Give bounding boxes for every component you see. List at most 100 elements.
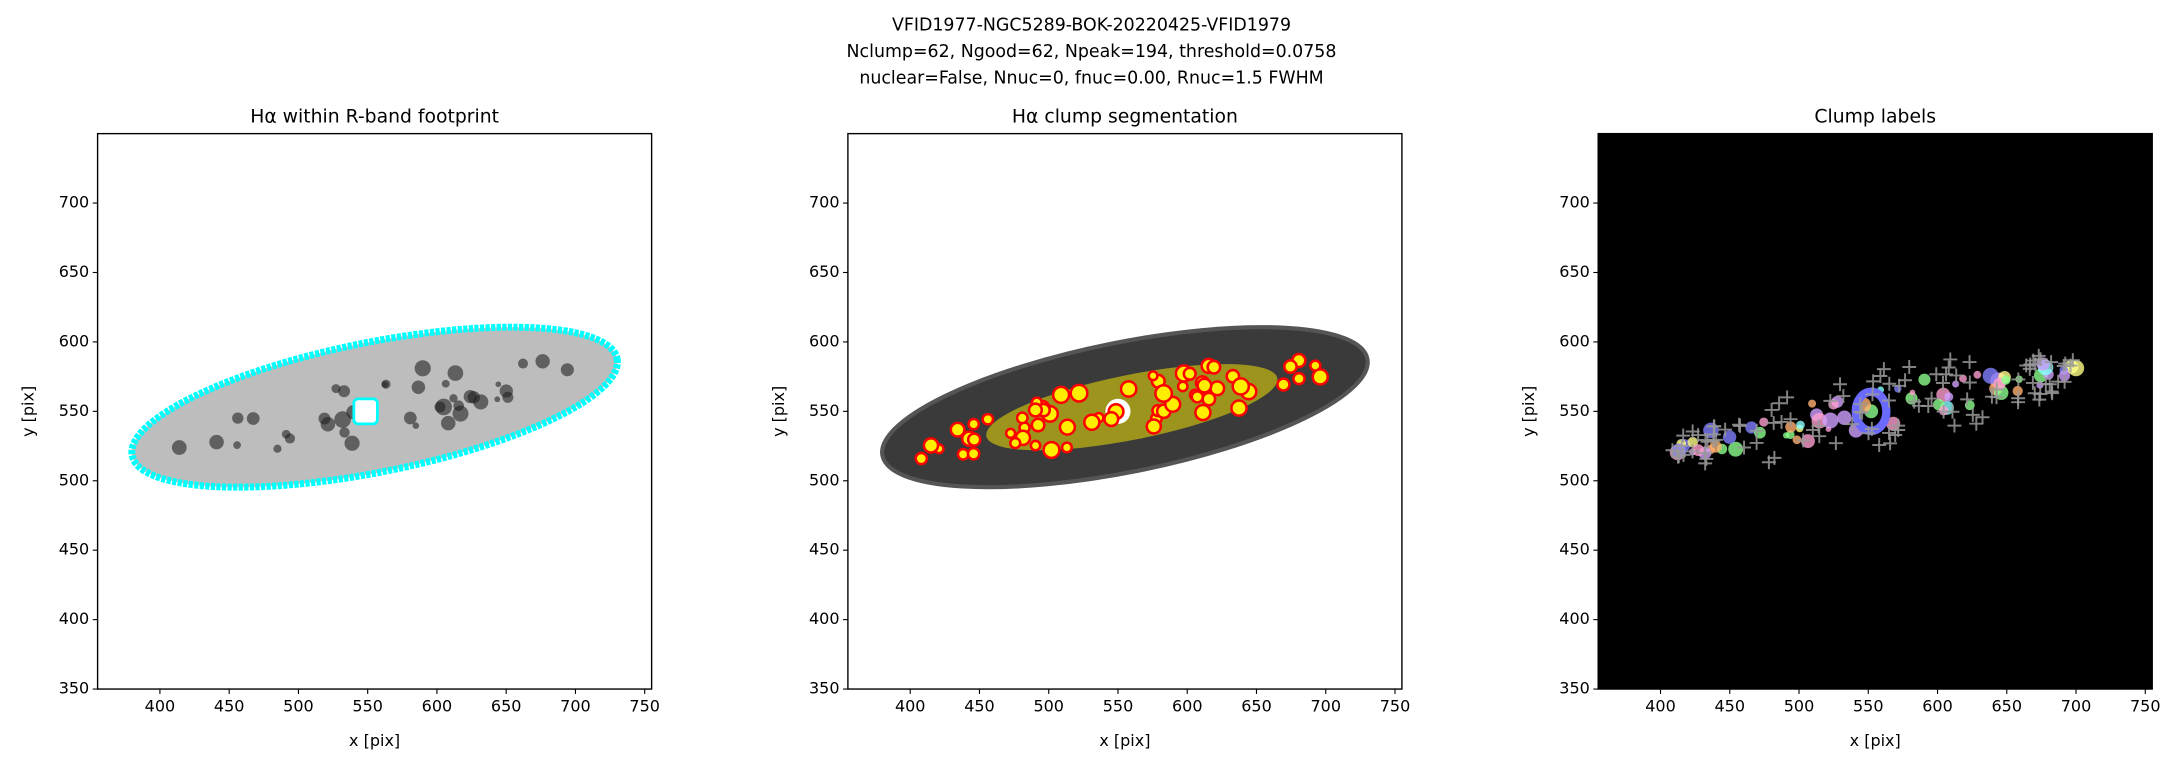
peak-marker [1836, 389, 1851, 404]
peak-marker [1947, 418, 1962, 433]
peak-marker [1907, 394, 1922, 409]
peak-marker [2044, 355, 2059, 370]
x-tick-label: 750 [629, 697, 660, 716]
peak-marker [1853, 397, 1868, 412]
clump-label [1722, 430, 1737, 444]
y-tick-label: 450 [1559, 540, 1590, 559]
halpha-knot [412, 422, 420, 429]
peak-marker [2019, 358, 2034, 373]
axes-title: Hα within R-band footprint [250, 106, 499, 127]
peak-marker [1811, 419, 1826, 434]
clump-marker [1083, 413, 1101, 432]
x-tick-label: 550 [1853, 697, 1884, 716]
halpha-knot [560, 363, 574, 377]
halpha-knot [473, 394, 489, 410]
clump-marker [1276, 377, 1291, 392]
peak-marker [1764, 402, 1779, 417]
peak-marker [1772, 396, 1787, 411]
y-tick-label: 700 [809, 193, 840, 212]
halpha-knot [232, 412, 244, 424]
y-tick-label: 650 [59, 262, 90, 281]
clump-marker [967, 417, 981, 431]
halpha-knot [334, 411, 351, 428]
peak-marker [2044, 384, 2059, 399]
halpha-knot [403, 411, 417, 425]
halpha-knot [495, 381, 502, 388]
clump-label [1687, 436, 1698, 448]
peak-marker [1796, 433, 1811, 448]
clump-label [2001, 375, 2011, 385]
peak-marker [2058, 356, 2073, 371]
peak-marker [1780, 390, 1795, 405]
peak-marker [1737, 440, 1751, 455]
y-tick-label: 500 [809, 470, 840, 489]
clump-label [1692, 444, 1705, 457]
clump-marker [1194, 403, 1212, 422]
peak-marker [1975, 410, 1990, 425]
peak-marker [2031, 348, 2046, 363]
x-tick-label: 750 [1380, 697, 1411, 716]
y-tick-label: 400 [59, 609, 90, 628]
peak-marker [1936, 376, 1950, 390]
peak-marker [1823, 393, 1838, 408]
halpha-knot [535, 354, 550, 369]
x-tick-label: 500 [1784, 697, 1815, 716]
halpha-knot [517, 358, 529, 369]
clump-marker [1201, 391, 1217, 407]
y-tick-label: 650 [1559, 262, 1590, 281]
halpha-knot [381, 379, 391, 389]
y-tick-label: 400 [809, 609, 840, 628]
y-tick-label: 550 [59, 401, 90, 420]
peak-marker [1989, 382, 2004, 397]
clump-marker [1230, 399, 1248, 417]
clump-label [1837, 410, 1852, 426]
clump-marker [1069, 383, 1089, 403]
peak-marker [1962, 375, 1977, 390]
x-tick-label: 650 [491, 697, 522, 716]
peak-marker [1685, 444, 1700, 459]
clump-label [1982, 367, 1999, 384]
clump-marker [1231, 377, 1251, 396]
halpha-knot [344, 435, 360, 451]
peak-marker [1939, 367, 1954, 382]
x-tick-label: 600 [1922, 697, 1953, 716]
x-tick-label: 550 [1103, 697, 1134, 716]
peak-marker [1965, 407, 1980, 422]
y-tick-label: 500 [59, 470, 90, 489]
clump-marker [1145, 418, 1163, 435]
peak-marker [1902, 360, 1917, 374]
y-tick-label: 550 [809, 401, 840, 420]
peak-marker [1943, 352, 1958, 367]
peak-marker [1873, 369, 1888, 383]
halpha-knot [273, 444, 282, 453]
clump-marker [1182, 366, 1197, 381]
y-tick-label: 450 [809, 540, 840, 559]
clump-marker [1103, 410, 1120, 428]
halpha-knot [171, 440, 187, 455]
clump-marker [1147, 370, 1159, 382]
clump-label [1759, 417, 1769, 427]
clump-marker [1042, 440, 1061, 460]
peak-marker [1882, 376, 1897, 391]
clump-label [1952, 380, 1960, 388]
x-tick-label: 650 [1992, 697, 2023, 716]
y-tick-label: 500 [1559, 470, 1590, 489]
peak-marker [1700, 434, 1715, 449]
peak-marker [1706, 419, 1721, 434]
y-tick-label: 450 [59, 540, 90, 559]
halpha-knot [441, 379, 450, 388]
halpha-knot [246, 412, 260, 425]
clump-marker [1154, 384, 1174, 403]
halpha-knot [339, 427, 350, 438]
peak-marker [1865, 387, 1880, 402]
clump-marker [1311, 368, 1329, 386]
halpha-knot [331, 384, 341, 394]
clump-label [1918, 373, 1931, 386]
clump-marker [1196, 377, 1213, 394]
clump-marker [1058, 418, 1077, 436]
halpha-knot [414, 360, 431, 377]
peak-marker [1671, 449, 1685, 464]
clump-marker [1283, 359, 1298, 375]
y-tick-label: 650 [809, 262, 840, 281]
x-tick-label: 500 [283, 697, 314, 716]
